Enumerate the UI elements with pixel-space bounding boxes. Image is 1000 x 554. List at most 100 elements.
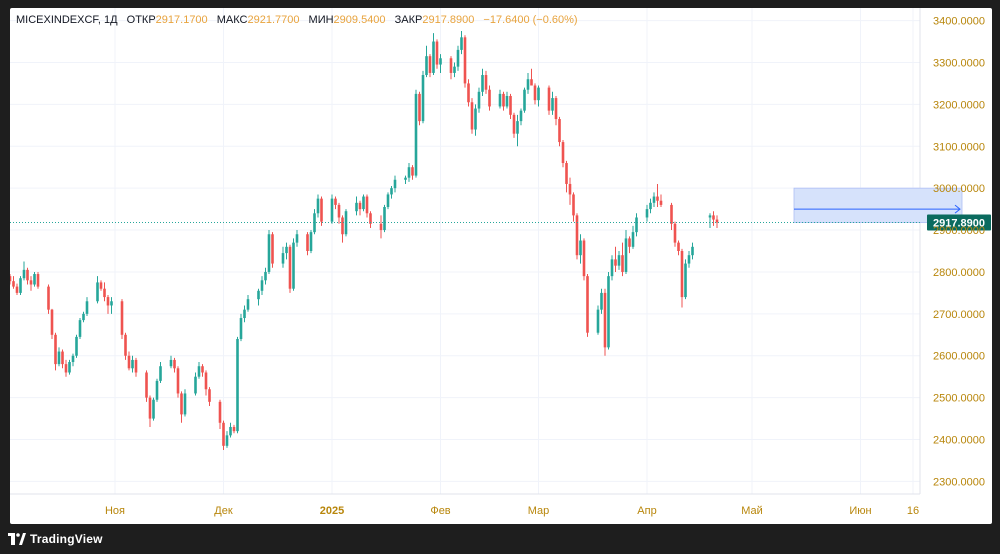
candle[interactable] xyxy=(316,194,320,218)
candle[interactable] xyxy=(670,202,673,231)
candle[interactable] xyxy=(176,366,180,398)
candle[interactable] xyxy=(393,175,397,193)
candle[interactable] xyxy=(554,95,558,126)
candle[interactable] xyxy=(246,294,250,312)
candle[interactable] xyxy=(239,313,243,342)
candle[interactable] xyxy=(477,87,481,113)
candle[interactable] xyxy=(673,221,677,247)
candle[interactable] xyxy=(313,209,316,235)
candle[interactable] xyxy=(222,420,225,451)
candle[interactable] xyxy=(582,238,586,281)
candle[interactable] xyxy=(10,274,12,285)
candle[interactable] xyxy=(488,85,491,111)
candle[interactable] xyxy=(547,85,551,115)
candle[interactable] xyxy=(512,112,516,138)
candle[interactable] xyxy=(708,213,712,228)
candle[interactable] xyxy=(152,397,155,421)
candle[interactable] xyxy=(320,196,323,226)
candle[interactable] xyxy=(712,211,715,226)
candle[interactable] xyxy=(516,114,519,147)
candle[interactable] xyxy=(596,305,600,335)
candle[interactable] xyxy=(383,204,386,233)
candle[interactable] xyxy=(26,267,29,285)
candle[interactable] xyxy=(428,54,432,78)
candle[interactable] xyxy=(463,35,467,88)
candle[interactable] xyxy=(390,186,393,199)
candle[interactable] xyxy=(358,200,362,216)
candle[interactable] xyxy=(75,334,78,358)
candle[interactable] xyxy=(285,242,288,260)
candle[interactable] xyxy=(47,284,50,314)
candle[interactable] xyxy=(306,232,309,256)
candle[interactable] xyxy=(530,68,533,86)
candle[interactable] xyxy=(131,355,134,373)
candle[interactable] xyxy=(379,215,383,239)
candle[interactable] xyxy=(334,196,337,210)
candle[interactable] xyxy=(15,283,19,295)
candle[interactable] xyxy=(71,353,75,367)
candle[interactable] xyxy=(169,355,173,369)
candle[interactable] xyxy=(260,276,264,295)
candle[interactable] xyxy=(407,163,411,182)
candle[interactable] xyxy=(460,31,463,55)
candle[interactable] xyxy=(449,56,453,80)
candle[interactable] xyxy=(432,33,435,76)
candle[interactable] xyxy=(467,79,470,107)
candle[interactable] xyxy=(124,332,127,360)
candle[interactable] xyxy=(659,194,663,208)
candle[interactable] xyxy=(561,139,565,168)
candle[interactable] xyxy=(631,225,635,249)
candle[interactable] xyxy=(22,261,26,281)
candle[interactable] xyxy=(645,204,649,222)
candle[interactable] xyxy=(68,359,71,375)
candle[interactable] xyxy=(607,271,610,350)
candle[interactable] xyxy=(183,389,187,417)
candle[interactable] xyxy=(617,251,621,270)
candle[interactable] xyxy=(341,215,344,243)
candle[interactable] xyxy=(281,246,285,268)
candle[interactable] xyxy=(684,259,687,300)
candle[interactable] xyxy=(33,271,36,287)
candle[interactable] xyxy=(337,202,341,224)
candle[interactable] xyxy=(687,251,691,268)
candle[interactable] xyxy=(614,246,617,272)
candle[interactable] xyxy=(29,276,33,291)
candle[interactable] xyxy=(418,91,421,126)
candle[interactable] xyxy=(509,93,512,120)
candle[interactable] xyxy=(498,89,502,109)
candle[interactable] xyxy=(225,431,229,448)
candle[interactable] xyxy=(600,288,603,314)
candle[interactable] xyxy=(621,242,624,277)
candle[interactable] xyxy=(551,91,554,115)
candle[interactable] xyxy=(369,211,372,228)
candle[interactable] xyxy=(691,242,694,260)
candle[interactable] xyxy=(365,194,369,218)
candle[interactable] xyxy=(295,230,299,247)
candle[interactable] xyxy=(579,234,582,264)
candle[interactable] xyxy=(439,54,442,73)
candle[interactable] xyxy=(120,299,124,339)
candle[interactable] xyxy=(680,248,684,308)
candle[interactable] xyxy=(453,62,456,78)
candle[interactable] xyxy=(19,276,22,295)
candle[interactable] xyxy=(267,230,271,275)
candle[interactable] xyxy=(218,399,222,430)
candle[interactable] xyxy=(565,160,568,193)
candle[interactable] xyxy=(82,311,85,323)
candle[interactable] xyxy=(635,213,638,237)
candle[interactable] xyxy=(50,308,54,339)
candle[interactable] xyxy=(526,72,530,94)
candle[interactable] xyxy=(180,391,183,423)
tradingview-logo[interactable]: TradingView xyxy=(8,532,103,546)
candle[interactable] xyxy=(404,175,407,184)
candle[interactable] xyxy=(425,45,428,78)
candle[interactable] xyxy=(78,318,82,339)
candle[interactable] xyxy=(264,267,267,285)
candle[interactable] xyxy=(456,45,460,71)
candle[interactable] xyxy=(533,83,537,105)
candle[interactable] xyxy=(502,91,505,111)
candle[interactable] xyxy=(330,194,334,224)
candle[interactable] xyxy=(309,230,313,254)
candle[interactable] xyxy=(523,87,526,113)
projection-rect[interactable] xyxy=(793,187,963,223)
